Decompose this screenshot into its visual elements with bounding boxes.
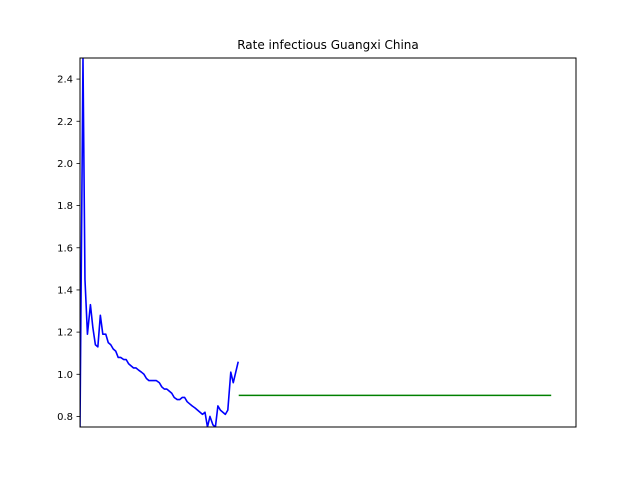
- y-tick-label: 1.4: [57, 285, 73, 296]
- y-tick-label: 1.6: [57, 243, 73, 254]
- y-tick-label: 2.0: [57, 159, 73, 170]
- axes-frame: [79, 57, 577, 428]
- series-line-1: [80, 58, 239, 427]
- y-tick-label: 0.8: [57, 412, 73, 423]
- y-tick-label: 1.2: [57, 328, 73, 339]
- y-tick-label: 1.0: [57, 370, 73, 381]
- y-tick-label: 1.8: [57, 201, 73, 212]
- chart-title: Rate infectious Guangxi China: [237, 38, 419, 52]
- y-tick-label: 2.2: [57, 117, 73, 128]
- y-axis: 0.8 1.0 1.2 1.4 1.6 1.8 2.0 2.2 2.4: [57, 75, 80, 423]
- plot-area: [80, 58, 552, 427]
- y-tick-label: 2.4: [57, 75, 73, 86]
